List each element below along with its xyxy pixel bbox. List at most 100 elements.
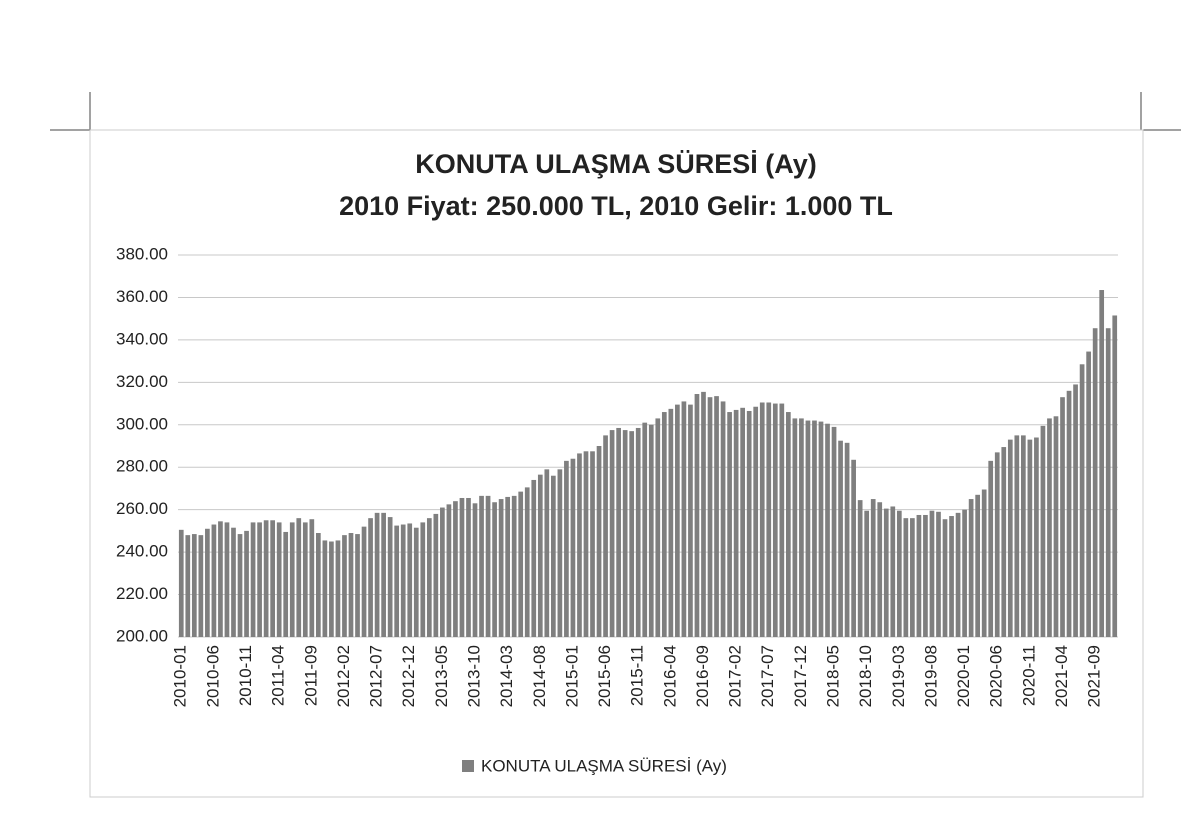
x-tick-label: 2019-03 bbox=[889, 645, 908, 707]
x-tick-label: 2012-12 bbox=[399, 645, 418, 707]
y-tick-label: 240.00 bbox=[116, 542, 168, 561]
bar bbox=[531, 479, 537, 637]
bar bbox=[805, 420, 811, 637]
x-tick-label: 2017-12 bbox=[791, 645, 810, 707]
bar bbox=[727, 412, 732, 637]
bar bbox=[825, 423, 830, 637]
bar bbox=[440, 507, 445, 637]
y-tick-label: 280.00 bbox=[116, 457, 168, 476]
bar bbox=[844, 442, 850, 637]
bar bbox=[740, 407, 746, 637]
bar bbox=[302, 522, 308, 637]
bar bbox=[877, 502, 883, 637]
bar bbox=[459, 497, 465, 637]
bar bbox=[1040, 425, 1046, 637]
bar bbox=[570, 458, 576, 637]
bar bbox=[218, 521, 223, 637]
bar bbox=[916, 514, 922, 637]
bar bbox=[1060, 397, 1065, 637]
bar bbox=[616, 427, 621, 637]
bar bbox=[426, 518, 432, 637]
bar bbox=[792, 418, 798, 637]
bar bbox=[361, 526, 367, 637]
bar bbox=[583, 451, 589, 637]
bar bbox=[929, 510, 935, 637]
bar bbox=[1066, 390, 1072, 637]
x-tick-label: 2011-04 bbox=[269, 645, 288, 706]
bar bbox=[322, 540, 328, 637]
bar bbox=[949, 516, 954, 637]
bar bbox=[642, 422, 648, 637]
bar bbox=[550, 475, 556, 637]
y-tick-label: 220.00 bbox=[116, 584, 168, 603]
bar bbox=[433, 513, 439, 637]
bar bbox=[838, 440, 843, 637]
bar bbox=[466, 497, 471, 637]
legend-swatch bbox=[462, 760, 474, 772]
bar bbox=[831, 426, 837, 637]
bar bbox=[714, 396, 719, 637]
bar bbox=[557, 469, 563, 637]
bar bbox=[224, 522, 230, 637]
bar bbox=[772, 403, 778, 637]
bar bbox=[629, 431, 635, 637]
bar bbox=[785, 412, 791, 637]
bar bbox=[270, 520, 276, 637]
bar bbox=[407, 523, 413, 637]
x-tick-label: 2015-01 bbox=[562, 645, 581, 707]
bar bbox=[577, 453, 582, 637]
x-tick-label: 2010-01 bbox=[171, 645, 190, 707]
bar bbox=[707, 397, 713, 637]
bar bbox=[374, 512, 380, 637]
bar bbox=[1007, 439, 1013, 637]
bar bbox=[296, 518, 302, 637]
chart-subtitle: 2010 Fiyat: 250.000 TL, 2010 Gelir: 1.00… bbox=[339, 191, 893, 221]
bar bbox=[413, 527, 419, 637]
bar bbox=[968, 499, 974, 637]
bar bbox=[198, 535, 204, 637]
x-tick-label: 2011-09 bbox=[301, 645, 320, 706]
bar bbox=[381, 512, 386, 637]
bar bbox=[590, 451, 595, 637]
x-tick-label: 2010-11 bbox=[236, 645, 255, 706]
legend-label: KONUTA ULAŞMA SÜRESİ (Ay) bbox=[481, 756, 727, 775]
bar bbox=[257, 522, 262, 637]
bar bbox=[923, 514, 928, 637]
x-tick-label: 2012-02 bbox=[334, 645, 353, 707]
bar bbox=[1053, 416, 1059, 637]
bar bbox=[942, 519, 948, 637]
bar bbox=[544, 469, 550, 637]
bar bbox=[1092, 328, 1098, 637]
bar bbox=[975, 494, 981, 637]
chart-border bbox=[89, 129, 1144, 798]
bar bbox=[1099, 290, 1105, 637]
bar bbox=[211, 524, 217, 637]
bar bbox=[492, 502, 497, 637]
x-tick-label: 2018-10 bbox=[856, 645, 875, 707]
bar bbox=[688, 404, 693, 637]
bar bbox=[329, 541, 334, 637]
bar bbox=[479, 495, 484, 637]
bar bbox=[1001, 447, 1007, 637]
bar bbox=[1034, 437, 1039, 637]
bar bbox=[191, 534, 197, 637]
bar bbox=[733, 409, 739, 637]
bar bbox=[511, 495, 517, 637]
bar bbox=[537, 474, 543, 637]
bar bbox=[896, 510, 902, 637]
bar bbox=[1079, 364, 1085, 637]
bar bbox=[799, 418, 804, 637]
bar bbox=[1027, 439, 1033, 637]
bar bbox=[668, 408, 674, 637]
bar bbox=[779, 403, 785, 637]
bar bbox=[857, 500, 863, 637]
bar bbox=[1020, 435, 1026, 637]
bar bbox=[335, 540, 341, 637]
x-tick-label: 2010-06 bbox=[203, 645, 222, 707]
bar bbox=[453, 501, 458, 637]
bar bbox=[446, 504, 452, 637]
bar bbox=[250, 522, 256, 637]
bar bbox=[309, 519, 315, 637]
bar bbox=[870, 499, 876, 637]
